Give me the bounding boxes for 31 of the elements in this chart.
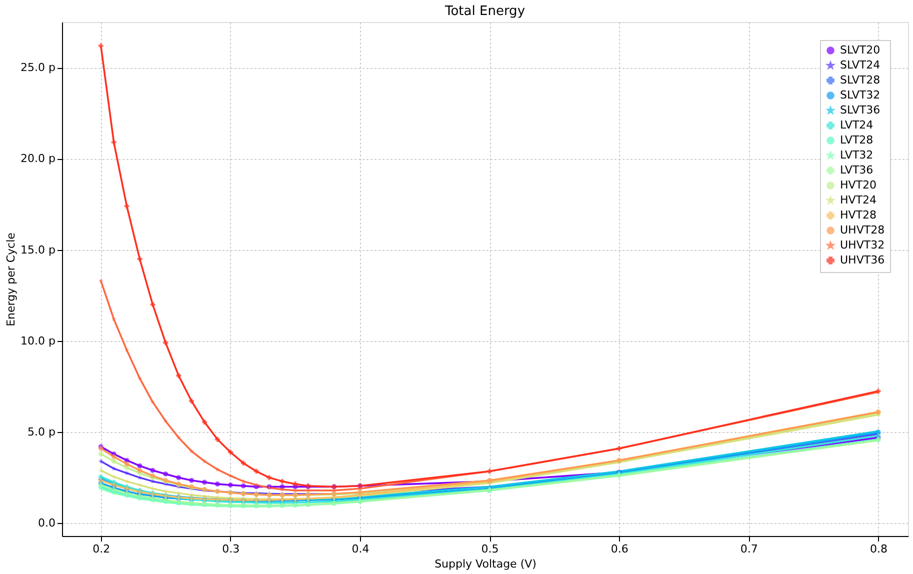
legend-label: SLVT20 [840,44,880,56]
legend-label: HVT28 [840,208,877,222]
legend-label: SLVT36 [840,104,880,116]
y-tick-label: 0.0 [38,516,56,530]
x-tick-label: 0.3 [222,542,240,556]
legend-label: UHVT28 [840,224,885,236]
legend-label: LVT36 [840,164,874,176]
x-tick-label: 0.5 [481,542,499,556]
chart-title: Total Energy [444,4,526,19]
x-axis-title: Supply Voltage (V) [434,558,536,570]
y-tick-label: 10.0 p [20,334,56,348]
x-tick-label: 0.4 [352,542,370,556]
legend-label: SLVT32 [840,88,880,102]
x-tick-label: 0.8 [870,542,888,556]
legend-label: LVT28 [840,134,874,146]
x-tick-label: 0.2 [92,542,110,556]
legend-label: SLVT28 [840,74,880,86]
y-axis-title: Energy per Cycle [4,232,18,326]
legend-label: SLVT24 [840,58,880,72]
x-tick-label: 0.6 [610,542,628,556]
legend-label: UHVT36 [840,254,885,266]
legend-label: HVT20 [840,178,877,192]
legend-label: UHVT32 [840,238,885,252]
legend-label: HVT24 [840,194,877,206]
y-tick-label: 25.0 p [20,61,56,74]
y-tick-label: 20.0 p [20,152,56,166]
legend-label: LVT32 [840,148,874,162]
legend-label: LVT24 [840,118,874,132]
y-tick-label: 15.0 p [20,243,56,256]
y-tick-label: 5.0 p [28,426,56,439]
x-tick-label: 0.7 [740,542,758,556]
